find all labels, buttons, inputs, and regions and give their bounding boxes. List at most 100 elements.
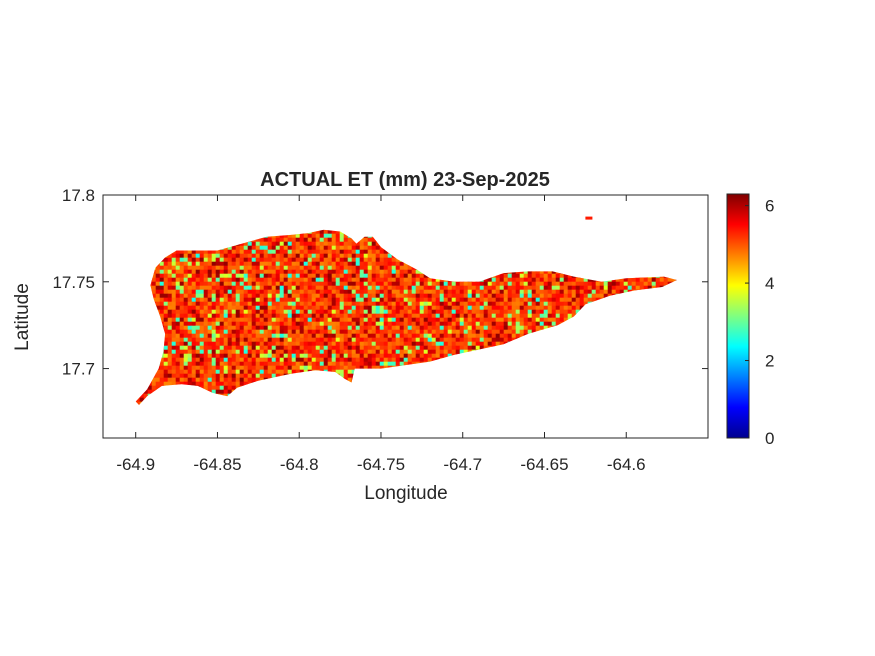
et-cell	[343, 277, 349, 283]
et-cell	[231, 261, 237, 267]
et-cell	[351, 337, 357, 343]
et-cell	[431, 337, 437, 343]
et-cell	[371, 249, 377, 255]
et-cell	[367, 309, 373, 315]
et-cell	[651, 281, 657, 287]
et-cell	[447, 301, 453, 307]
et-cell	[179, 261, 185, 267]
et-cell	[451, 305, 457, 311]
et-cell	[175, 313, 181, 319]
et-cell	[211, 345, 217, 351]
et-cell	[167, 345, 173, 351]
et-cell	[295, 325, 301, 331]
et-cell	[535, 281, 541, 287]
et-cell	[207, 333, 213, 339]
et-cell	[335, 273, 341, 279]
et-cell	[343, 293, 349, 299]
et-cell	[179, 313, 185, 319]
et-cell	[239, 341, 245, 347]
et-cell	[263, 357, 269, 363]
et-cell	[387, 297, 393, 303]
et-cell	[303, 281, 309, 287]
et-cell	[327, 241, 333, 247]
et-cell	[383, 337, 389, 343]
et-cell	[383, 253, 389, 259]
et-cell	[295, 333, 301, 339]
et-cell	[371, 261, 377, 267]
et-cell	[307, 261, 313, 267]
et-cell	[227, 353, 233, 359]
et-cell	[495, 277, 501, 283]
et-cell	[639, 277, 645, 283]
et-cell	[299, 257, 305, 263]
et-cell	[487, 329, 493, 335]
et-cell	[487, 337, 493, 343]
et-cell	[267, 325, 273, 331]
et-cell	[335, 321, 341, 327]
et-cell	[267, 361, 273, 367]
et-cell	[347, 345, 353, 351]
et-cell	[259, 261, 265, 267]
et-cell	[159, 373, 165, 379]
et-cell	[295, 321, 301, 327]
et-cell	[243, 285, 249, 291]
et-cell	[235, 289, 241, 295]
et-cell	[307, 233, 313, 239]
et-cell	[195, 369, 201, 375]
et-cell	[383, 301, 389, 307]
et-cell	[571, 289, 577, 295]
et-cell	[475, 325, 481, 331]
et-cell	[363, 337, 369, 343]
et-cell	[539, 273, 545, 279]
et-cell	[423, 353, 429, 359]
et-cell	[303, 345, 309, 351]
et-cell	[435, 337, 441, 343]
et-cell	[307, 349, 313, 355]
et-cell	[475, 321, 481, 327]
et-cell	[299, 325, 305, 331]
et-cell	[171, 329, 177, 335]
et-cell	[567, 293, 573, 299]
et-cell	[295, 357, 301, 363]
et-cell	[483, 309, 489, 315]
et-cell	[271, 293, 277, 299]
et-cell	[403, 321, 409, 327]
et-cell	[187, 293, 193, 299]
et-cell	[347, 253, 353, 259]
et-cell	[299, 369, 305, 375]
et-cell	[259, 305, 265, 311]
et-cell	[191, 309, 197, 315]
et-cell	[255, 365, 261, 371]
et-cell	[427, 349, 433, 355]
et-cell	[635, 285, 641, 291]
et-cell	[175, 369, 181, 375]
et-cell	[587, 277, 593, 283]
et-cell	[203, 349, 209, 355]
et-cell	[567, 277, 573, 283]
et-cell	[311, 361, 317, 367]
et-cell	[267, 329, 273, 335]
et-cell	[179, 309, 185, 315]
et-cell	[211, 321, 217, 327]
et-cell	[303, 309, 309, 315]
et-cell	[583, 289, 589, 295]
et-cell	[259, 289, 265, 295]
et-cell	[299, 241, 305, 247]
et-cell	[275, 345, 281, 351]
et-cell	[523, 297, 529, 303]
et-cell	[271, 261, 277, 267]
et-cell	[187, 253, 193, 259]
et-cell	[551, 313, 557, 319]
et-cell	[279, 317, 285, 323]
et-cell	[415, 337, 421, 343]
et-cell	[543, 269, 549, 275]
et-cell	[375, 321, 381, 327]
et-cell	[243, 265, 249, 271]
et-cell	[203, 285, 209, 291]
et-cell	[347, 261, 353, 267]
et-cell	[231, 293, 237, 299]
et-cell	[439, 337, 445, 343]
et-cell	[199, 345, 205, 351]
et-cell	[211, 329, 217, 335]
et-cell	[443, 281, 449, 287]
